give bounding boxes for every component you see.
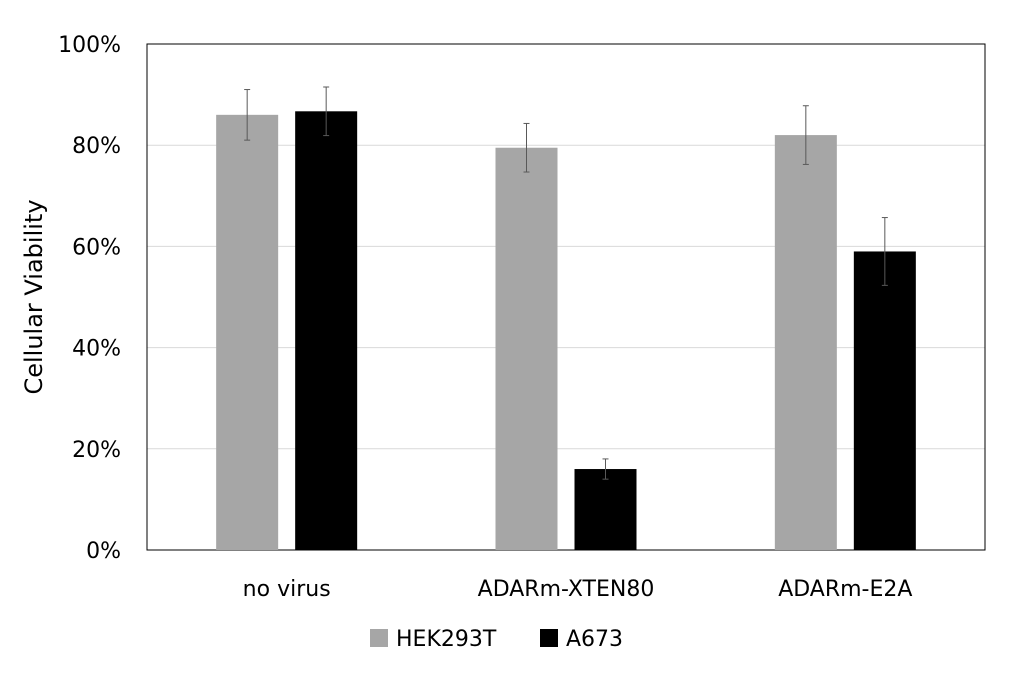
bar-a673-0 (295, 111, 358, 550)
bars (216, 111, 916, 551)
error-bar (244, 89, 251, 141)
x-tick-label: ADARm-E2A (778, 577, 912, 602)
bar-hek293t-1 (495, 147, 558, 551)
y-tick-label: 0% (86, 539, 121, 564)
y-tick-label: 80% (72, 134, 121, 159)
x-axis-tick-labels: no virus ADARm-XTEN80 ADARm-E2A (243, 577, 913, 602)
legend-swatch (540, 629, 558, 647)
error-bar (523, 122, 530, 173)
legend-label: A673 (566, 627, 623, 652)
bar-a673-2 (853, 251, 916, 550)
bar-hek293t-2 (774, 135, 837, 550)
legend: HEK293T A673 (370, 627, 623, 652)
y-axis-tick-labels: 0% 20% 40% 60% 80% 100% (58, 33, 121, 564)
y-tick-label: 40% (72, 337, 121, 362)
y-tick-label: 20% (72, 438, 121, 463)
y-tick-label: 60% (72, 235, 121, 260)
error-bar (802, 105, 809, 165)
x-tick-label: ADARm-XTEN80 (478, 577, 655, 602)
error-bar (323, 86, 330, 137)
y-tick-label: 100% (58, 33, 121, 58)
legend-label: HEK293T (396, 627, 497, 652)
y-axis-label: Cellular Viability (20, 199, 48, 394)
error-bars (244, 86, 888, 480)
bar-a673-1 (574, 469, 637, 550)
error-bar (881, 217, 888, 286)
error-bar (602, 458, 609, 480)
plot-area (146, 43, 986, 551)
bar-hek293t-0 (216, 114, 279, 550)
x-tick-label: no virus (243, 577, 331, 602)
legend-swatch (370, 629, 388, 647)
gridlines (147, 144, 985, 450)
